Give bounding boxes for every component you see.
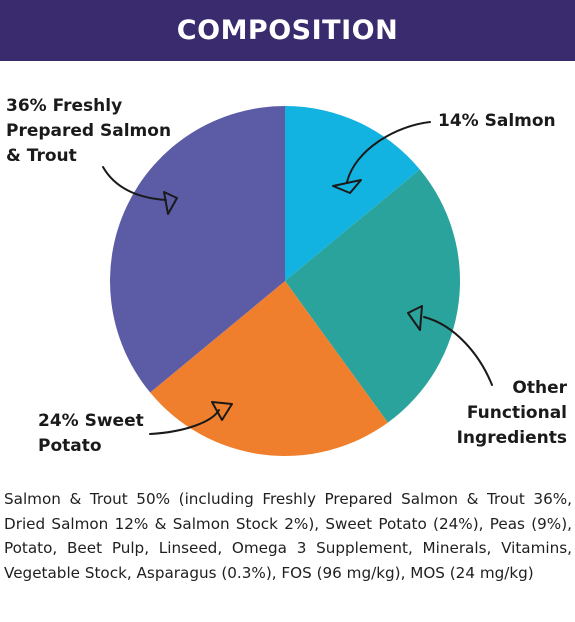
callout-line: Functional (466, 403, 567, 423)
callout-line: Other (512, 378, 567, 398)
callout-other-functional: Other Functional Ingredients (457, 376, 567, 451)
arrow-sweet-potato (149, 409, 220, 435)
header-band (0, 0, 575, 61)
callout-line: 24% Sweet (38, 411, 144, 431)
callout-fresh-salmon-trout: 36% Freshly Prepared Salmon & Trout (6, 94, 171, 169)
callout-line: Potato (38, 436, 102, 456)
pie-slice-3 (109, 106, 285, 393)
arrow-head-sweet-potato (211, 401, 233, 421)
pie-slices (109, 106, 460, 456)
callout-arrows (102, 121, 493, 435)
header: COMPOSITION (0, 0, 575, 61)
callout-line: Ingredients (456, 428, 567, 448)
pie-slice-1 (285, 169, 460, 423)
arrow-fresh (102, 166, 167, 201)
callout-line: 14% Salmon (438, 111, 556, 131)
callout-salmon: 14% Salmon (438, 109, 556, 134)
arrow-head-salmon (332, 179, 362, 194)
callout-line: & Trout (6, 146, 77, 166)
pie-slice-2 (150, 281, 388, 456)
callout-line: Prepared Salmon (6, 121, 172, 141)
arrow-head-fresh (163, 191, 178, 215)
arrow-head-other (407, 305, 423, 331)
arrow-other (423, 316, 493, 386)
ingredients-description: Salmon & Trout 50% (including Freshly Pr… (4, 490, 572, 582)
callout-sweet-potato: 24% Sweet Potato (38, 409, 144, 459)
header-title: COMPOSITION (176, 15, 399, 46)
callout-line: 36% Freshly (6, 96, 123, 116)
arrow-salmon (346, 121, 431, 183)
pie-slice-0 (285, 106, 420, 281)
